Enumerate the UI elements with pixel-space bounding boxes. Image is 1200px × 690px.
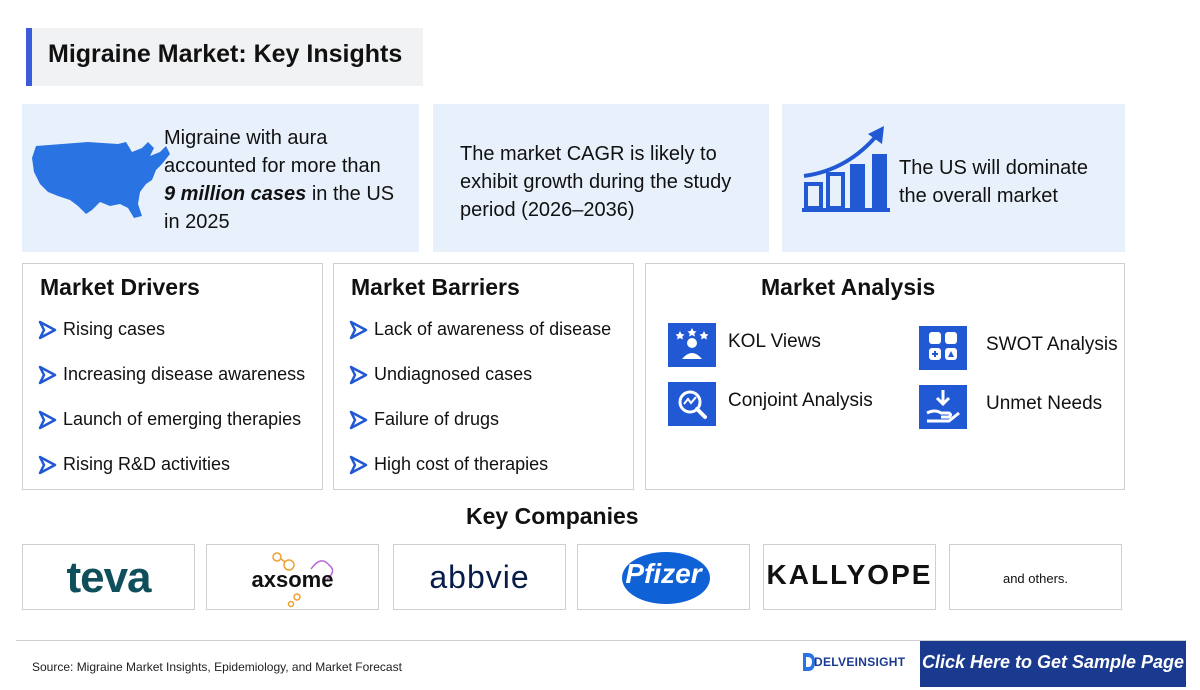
chevron-right-icon [349,455,368,475]
cagr-line1: The market CAGR is likely to [460,143,717,165]
delveinsight-mark-icon [803,653,815,671]
chevron-right-icon [38,320,57,340]
cagr-line3: period (2026–2036) [460,199,635,221]
abbvie-logo: abbvie [393,544,566,610]
chevron-right-icon [38,365,57,385]
market-analysis-heading: Market Analysis [761,274,936,300]
analysis-label: KOL Views [728,331,821,352]
kol-icon [668,323,716,367]
conjoint-icon [668,382,716,426]
swot-icon [919,326,967,370]
analysis-label: Unmet Needs [986,393,1103,414]
pfizer-logo-oval [622,552,710,604]
axsome-logo: axsome [206,544,379,610]
cagr-line2: exhibit growth during the study [460,171,732,193]
aura-line3-rest: in the US [306,183,395,205]
us-line1: The US will dominate [899,157,1088,179]
insight-cagr-card: The market CAGR is likely to exhibit gro… [433,104,769,252]
aura-line2: accounted for more than [164,155,381,177]
footer-divider [16,640,1186,641]
insight-aura-card: Migraine with aura accounted for more th… [22,104,419,252]
aura-highlight: 9 million cases [164,183,307,205]
analysis-label: Conjoint Analysis [728,390,873,411]
teva-logo: teva [22,544,195,610]
aura-line3: 9 million cases in the US [164,180,414,208]
insight-us-card: The US will dominate the overall market [782,104,1125,252]
page-title: Migraine Market: Key Insights [48,40,403,68]
usa-map-icon [32,142,170,218]
us-line2: the overall market [899,185,1058,207]
growth-chart-icon [802,126,890,212]
market-barriers-heading: Market Barriers [351,274,520,300]
chevron-right-icon [349,320,368,340]
unmet-needs-icon [919,385,967,429]
key-companies-heading: Key Companies [466,503,639,529]
source-note: Source: Migraine Market Insights, Epidem… [32,660,402,674]
pfizer-logo: Pfizer [577,544,750,610]
chevron-right-icon [349,365,368,385]
market-drivers-panel: Market Drivers Rising cases Increasing d… [22,263,323,490]
market-drivers-heading: Market Drivers [40,274,200,300]
others-box: and others. [949,544,1122,610]
analysis-label: SWOT Analysis [986,334,1118,355]
market-barriers-panel: Market Barriers Lack of awareness of dis… [333,263,634,490]
aura-line4: in 2025 [164,211,230,233]
aura-line1: Migraine with aura [164,127,328,149]
chevron-right-icon [349,410,368,430]
delveinsight-logo: DELVEINSIGHT [802,652,905,674]
others-text: and others. [1002,571,1069,586]
cta-label: Click Here to Get Sample Page [921,652,1185,672]
get-sample-page-button[interactable]: Click Here to Get Sample Page [920,641,1186,687]
market-analysis-panel: Market Analysis KOL Views SWOT Ana [645,263,1125,490]
chevron-right-icon [38,410,57,430]
kallyope-logo: KALLYOPE [763,544,936,610]
page-title-box: Migraine Market: Key Insights [26,28,423,86]
axsome-logo-mark [272,552,334,608]
chevron-right-icon [38,455,57,475]
